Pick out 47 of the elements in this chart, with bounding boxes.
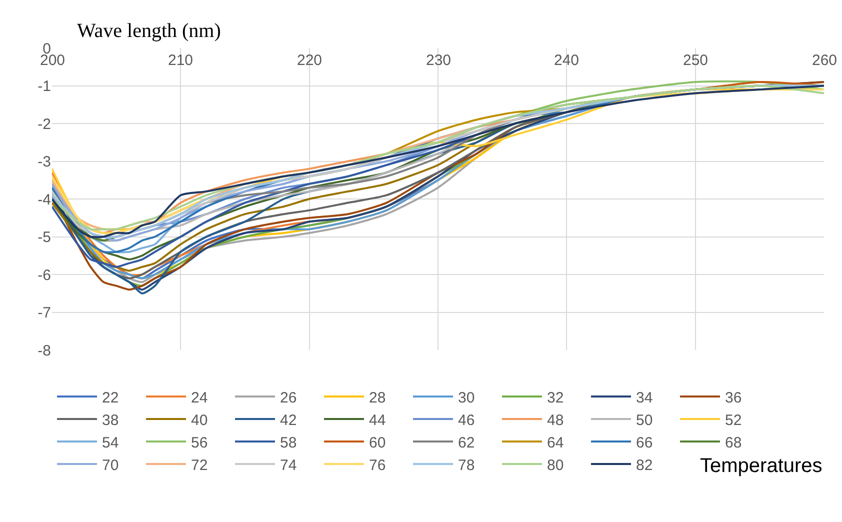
legend-label: 46 (458, 412, 475, 429)
legend-label: 62 (458, 434, 475, 452)
legend-title: Temperatures (700, 455, 822, 477)
legend-label: 56 (191, 434, 208, 452)
y-tick-label: -6 (38, 266, 51, 284)
legend-label: 34 (636, 389, 653, 406)
legend-label: 36 (725, 389, 742, 406)
legend-label: 60 (369, 434, 386, 452)
legend-label: 70 (102, 456, 119, 474)
legend-label: 72 (191, 456, 208, 474)
y-tick-label: -8 (38, 342, 51, 360)
legend-label: 48 (547, 412, 564, 429)
legend-label: 24 (191, 389, 208, 406)
legend-label: 78 (458, 456, 475, 474)
legend-label: 42 (280, 412, 297, 429)
legend-label: 44 (369, 412, 386, 429)
x-axis-title: Wave length (nm) (77, 20, 221, 42)
legend-label: 76 (369, 456, 386, 474)
legend-label: 66 (636, 434, 653, 452)
y-tick-label: -4 (38, 191, 51, 208)
y-tick-label: -3 (38, 154, 51, 170)
legend-label: 54 (102, 434, 119, 452)
legend-label: 26 (280, 389, 297, 406)
legend-label: 68 (725, 434, 742, 452)
legend-label: 74 (280, 456, 297, 474)
x-tick-label: 220 (297, 52, 322, 69)
legend-label: 22 (102, 389, 119, 406)
legend-label: 28 (369, 389, 386, 406)
x-tick-label: 210 (168, 52, 194, 69)
legend-label: 32 (547, 389, 564, 406)
y-tick-label: -2 (38, 116, 51, 133)
legend-label: 80 (547, 456, 564, 474)
y-tick-label: -1 (38, 78, 51, 95)
x-tick-label: 260 (812, 52, 838, 69)
legend-label: 52 (725, 412, 742, 429)
legend-label: 50 (636, 412, 653, 429)
legend-label: 40 (191, 412, 208, 429)
legend-label: 38 (102, 412, 119, 429)
x-tick-label: 230 (426, 52, 452, 69)
y-tick-label: -7 (38, 304, 51, 322)
legend-label: 64 (547, 434, 564, 452)
legend-label: 82 (636, 456, 653, 474)
x-tick-label: 250 (683, 52, 708, 69)
legend-label: 30 (458, 389, 475, 406)
x-tick-label: 240 (554, 52, 580, 69)
legend-label: 58 (280, 434, 297, 452)
y-tick-label: -5 (38, 229, 51, 246)
